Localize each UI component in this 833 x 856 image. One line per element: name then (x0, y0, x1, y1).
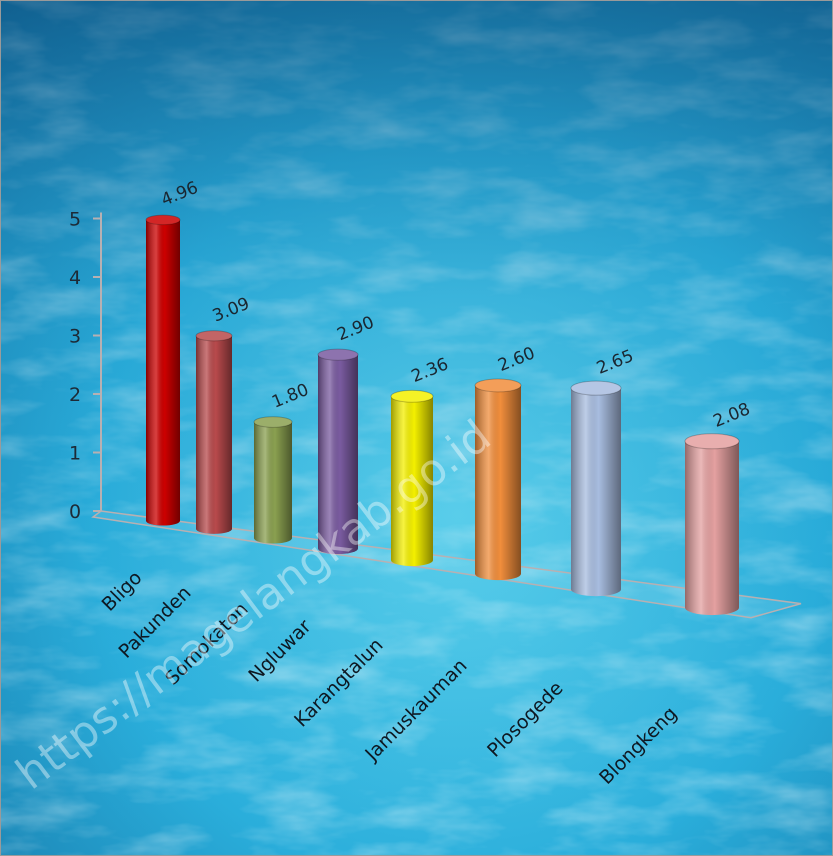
bar-top (390, 389, 434, 403)
bar-plosogede (570, 380, 622, 597)
y-tick-label: 0 (69, 501, 81, 523)
bar-top (145, 214, 181, 226)
bar-shading (391, 396, 433, 567)
bar-top (570, 380, 622, 396)
y-tick-label: 1 (69, 443, 81, 465)
bar-top-highlight (685, 433, 739, 449)
y-tick-label: 3 (69, 326, 81, 348)
y-tick-label: 5 (69, 209, 81, 231)
bar-top-highlight (254, 416, 292, 428)
bar-top-highlight (475, 378, 521, 392)
bar-shading (685, 441, 739, 616)
bar-top-highlight (318, 349, 358, 361)
bar-shading (254, 422, 292, 544)
bar-top (317, 348, 359, 361)
bar-top (253, 416, 293, 428)
bar-top-highlight (196, 330, 232, 341)
y-tick-label: 2 (69, 384, 81, 406)
bar-shading (318, 354, 358, 555)
bar-shading (475, 385, 521, 581)
bar-somokaton (253, 416, 293, 544)
bar-top-highlight (571, 381, 621, 396)
bar-top-highlight (146, 215, 180, 225)
bar-karangtalun (390, 389, 434, 567)
bar-shading (196, 335, 232, 534)
bar-ngluwar (317, 348, 359, 555)
y-tick-label: 4 (69, 267, 81, 289)
bar-bligo (145, 214, 181, 526)
bar-top-highlight (391, 390, 433, 403)
bar-top (684, 433, 740, 450)
bar-shading (146, 219, 180, 526)
bar-pakunden (195, 330, 233, 534)
bar-blongkeng (684, 433, 740, 616)
bar-shading (571, 388, 621, 597)
bars (145, 214, 740, 616)
bar-top (474, 378, 522, 393)
bar-top (195, 330, 233, 342)
bar-jamuskauman (474, 378, 522, 581)
